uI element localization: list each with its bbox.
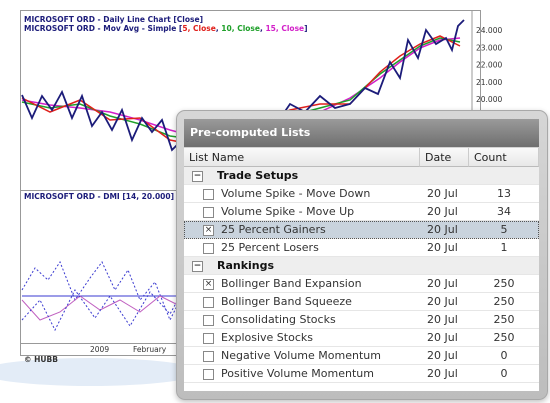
- list-name: 25 Percent Losers: [221, 241, 319, 254]
- checkbox[interactable]: [203, 189, 214, 200]
- list-date: 20 Jul: [427, 313, 458, 326]
- checkbox[interactable]: [203, 351, 214, 362]
- ma-title-part: ,: [216, 24, 221, 33]
- checkbox[interactable]: ×: [203, 225, 214, 236]
- list-count: 5: [500, 223, 508, 236]
- checkbox[interactable]: [203, 369, 214, 380]
- group-row[interactable]: − Rankings: [184, 257, 539, 275]
- ma-title-part: MICROSOFT ORD - Mov Avg - Simple [: [24, 24, 182, 33]
- price-label: 20.000: [476, 95, 502, 104]
- list-row[interactable]: Positive Volume Momentum 20 Jul 0: [184, 365, 539, 383]
- list-row[interactable]: Volume Spike - Move Up 20 Jul 34: [184, 203, 539, 221]
- list-date: 20 Jul: [427, 205, 458, 218]
- group-name: Trade Setups: [217, 169, 299, 182]
- list-name: Positive Volume Momentum: [221, 367, 374, 380]
- list-name: Explosive Stocks: [221, 331, 313, 344]
- panel-title: Pre-computed Lists: [184, 119, 539, 147]
- list-date: 20 Jul: [427, 349, 458, 362]
- list-count: 250: [493, 277, 515, 290]
- checkbox[interactable]: [203, 243, 214, 254]
- list-date: 20 Jul: [427, 241, 458, 254]
- dmi-title: MICROSOFT ORD - DMI [14, 20.000]: [24, 192, 174, 201]
- list-row[interactable]: Bollinger Band Squeeze 20 Jul 250: [184, 293, 539, 311]
- list-count: 0: [500, 349, 508, 362]
- collapse-toggle[interactable]: −: [192, 171, 203, 182]
- list-name: Bollinger Band Expansion: [221, 277, 362, 290]
- list-name: Bollinger Band Squeeze: [221, 295, 352, 308]
- checkbox[interactable]: [203, 333, 214, 344]
- list-row[interactable]: × Bollinger Band Expansion 20 Jul 250: [184, 275, 539, 293]
- list-row[interactable]: Volume Spike - Move Down 20 Jul 13: [184, 185, 539, 203]
- list-date: 20 Jul: [427, 277, 458, 290]
- list-name: Volume Spike - Move Down: [221, 187, 371, 200]
- dmi-line: [21, 289, 181, 332]
- list-name: Consolidating Stocks: [221, 313, 336, 326]
- ma-title-part: 5, Close: [182, 24, 215, 33]
- list-view: List Name Date Count − Trade Setups Volume Sp…: [184, 148, 539, 391]
- date-label: 2009: [90, 345, 109, 354]
- copyright: © HUBB: [24, 355, 58, 364]
- list-name: Volume Spike - Move Up: [221, 205, 355, 218]
- price-label: 24.000: [476, 26, 502, 35]
- ma-title-part: ,: [260, 24, 265, 33]
- list-row[interactable]: Explosive Stocks 20 Jul 250: [184, 329, 539, 347]
- list-date: 20 Jul: [427, 367, 458, 380]
- list-count: 13: [497, 187, 511, 200]
- list-count: 1: [500, 241, 508, 254]
- collapse-toggle[interactable]: −: [192, 261, 203, 272]
- glow: [0, 358, 200, 386]
- checkbox[interactable]: ×: [203, 279, 214, 290]
- ma-title: MICROSOFT ORD - Mov Avg - Simple [5, Clo…: [24, 24, 308, 33]
- price-label: 23.000: [476, 43, 502, 52]
- price-label: 21.000: [476, 78, 502, 87]
- list-count: 250: [493, 313, 515, 326]
- group-row[interactable]: − Trade Setups: [184, 167, 539, 185]
- list-date: 20 Jul: [427, 331, 458, 344]
- chart-title: MICROSOFT ORD - Daily Line Chart [Close]: [24, 15, 203, 24]
- group-name: Rankings: [217, 259, 275, 272]
- list-name: Negative Volume Momentum: [221, 349, 381, 362]
- list-name: 25 Percent Gainers: [221, 223, 326, 236]
- column-header[interactable]: Count: [469, 148, 539, 167]
- list-row[interactable]: Negative Volume Momentum 20 Jul 0: [184, 347, 539, 365]
- checkbox[interactable]: [203, 207, 214, 218]
- checkbox[interactable]: [203, 315, 214, 326]
- list-count: 34: [497, 205, 511, 218]
- list-date: 20 Jul: [427, 223, 458, 236]
- checkbox[interactable]: [203, 297, 214, 308]
- date-label: February: [133, 345, 167, 354]
- list-date: 20 Jul: [427, 187, 458, 200]
- price-label: 22.000: [476, 61, 502, 70]
- list-count: 250: [493, 331, 515, 344]
- list-row[interactable]: × 25 Percent Gainers 20 Jul 5: [184, 221, 539, 239]
- column-header[interactable]: Date: [420, 148, 469, 167]
- list-row[interactable]: Consolidating Stocks 20 Jul 250: [184, 311, 539, 329]
- list-date: 20 Jul: [427, 295, 458, 308]
- list-count: 250: [493, 295, 515, 308]
- ma-title-part: 15, Close: [265, 24, 304, 33]
- lists-panel: Pre-computed Lists List Name Date Count − Tr…: [176, 110, 548, 400]
- dmi-line: [21, 260, 181, 322]
- column-header[interactable]: List Name: [184, 148, 420, 167]
- ma-title-part: ]: [304, 24, 307, 33]
- list-row[interactable]: 25 Percent Losers 20 Jul 1: [184, 239, 539, 257]
- ma-title-part: 10, Close: [221, 24, 260, 33]
- list-count: 0: [500, 367, 508, 380]
